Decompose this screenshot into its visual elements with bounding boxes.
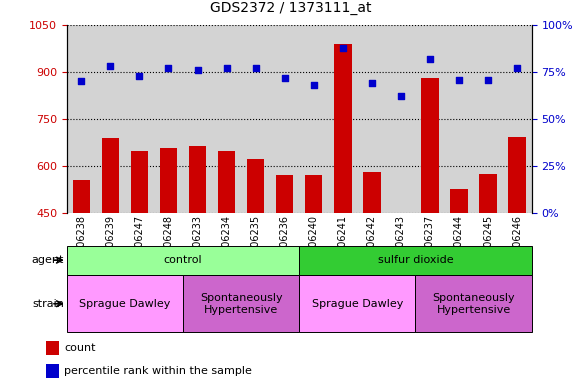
Bar bbox=[218, 151, 235, 354]
Bar bbox=[189, 146, 206, 354]
Point bbox=[454, 76, 464, 83]
Bar bbox=[46, 364, 59, 378]
Point bbox=[396, 93, 406, 99]
Bar bbox=[67, 246, 299, 275]
Text: GDS2372 / 1373111_at: GDS2372 / 1373111_at bbox=[210, 2, 371, 15]
Bar bbox=[183, 275, 299, 332]
Point bbox=[280, 74, 289, 81]
Bar bbox=[67, 275, 183, 332]
Point bbox=[309, 82, 318, 88]
Text: strain: strain bbox=[32, 299, 64, 309]
Bar bbox=[305, 175, 322, 354]
Bar bbox=[508, 137, 526, 354]
Point bbox=[135, 73, 144, 79]
Bar bbox=[247, 159, 264, 354]
Text: agent: agent bbox=[31, 255, 64, 265]
Point bbox=[222, 65, 231, 71]
Point bbox=[164, 65, 173, 71]
Point bbox=[512, 65, 522, 71]
Bar bbox=[392, 215, 410, 354]
Text: Sprague Dawley: Sprague Dawley bbox=[311, 299, 403, 309]
Text: Sprague Dawley: Sprague Dawley bbox=[79, 299, 171, 309]
Bar bbox=[73, 180, 90, 354]
Bar bbox=[102, 138, 119, 354]
Text: control: control bbox=[164, 255, 202, 265]
Bar bbox=[46, 341, 59, 355]
Bar bbox=[450, 189, 468, 354]
Point bbox=[106, 63, 115, 70]
Text: Spontaneously
Hypertensive: Spontaneously Hypertensive bbox=[200, 293, 282, 314]
Point bbox=[251, 65, 260, 71]
Point bbox=[338, 45, 347, 51]
Bar bbox=[421, 78, 439, 354]
Bar bbox=[160, 148, 177, 354]
Point bbox=[367, 80, 376, 86]
Text: count: count bbox=[64, 343, 95, 353]
Bar bbox=[479, 174, 497, 354]
Bar bbox=[363, 172, 381, 354]
Point bbox=[77, 78, 86, 84]
Point bbox=[193, 67, 202, 73]
Point bbox=[483, 76, 493, 83]
Bar bbox=[131, 151, 148, 354]
Point bbox=[425, 56, 435, 62]
Text: Spontaneously
Hypertensive: Spontaneously Hypertensive bbox=[432, 293, 515, 314]
Bar bbox=[334, 44, 352, 354]
Text: sulfur dioxide: sulfur dioxide bbox=[378, 255, 453, 265]
Bar bbox=[299, 275, 415, 332]
Bar bbox=[415, 275, 532, 332]
Bar bbox=[299, 246, 532, 275]
Bar bbox=[276, 175, 293, 354]
Text: percentile rank within the sample: percentile rank within the sample bbox=[64, 366, 252, 376]
